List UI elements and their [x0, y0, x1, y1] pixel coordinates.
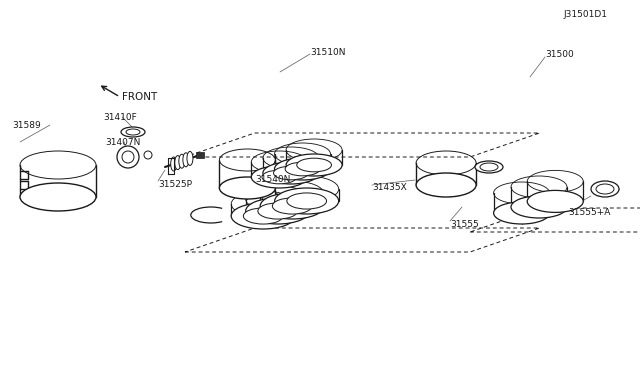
Ellipse shape — [262, 170, 297, 184]
Text: 31589: 31589 — [12, 121, 41, 129]
Ellipse shape — [260, 193, 324, 219]
Text: 31510N: 31510N — [310, 48, 346, 57]
Bar — [196, 152, 204, 158]
Text: 31525P: 31525P — [158, 180, 192, 189]
Ellipse shape — [275, 158, 330, 180]
Ellipse shape — [122, 151, 134, 163]
Text: 31500: 31500 — [545, 49, 573, 58]
Ellipse shape — [220, 177, 275, 199]
Ellipse shape — [263, 162, 319, 184]
Text: 31435X: 31435X — [372, 183, 407, 192]
Ellipse shape — [286, 154, 342, 176]
Ellipse shape — [475, 161, 503, 173]
Text: 31410F: 31410F — [103, 112, 137, 122]
Ellipse shape — [144, 151, 152, 159]
Ellipse shape — [297, 158, 332, 172]
Text: 31540N: 31540N — [255, 174, 291, 183]
Ellipse shape — [179, 154, 185, 168]
Text: 31407N: 31407N — [105, 138, 140, 147]
Ellipse shape — [596, 184, 614, 194]
Ellipse shape — [591, 181, 619, 197]
Ellipse shape — [285, 162, 320, 176]
Ellipse shape — [275, 188, 339, 214]
Text: J31501D1: J31501D1 — [563, 10, 607, 19]
Ellipse shape — [287, 193, 326, 209]
Ellipse shape — [273, 166, 308, 180]
Text: 31555: 31555 — [450, 219, 479, 228]
Ellipse shape — [527, 190, 583, 212]
Ellipse shape — [416, 173, 476, 197]
Ellipse shape — [117, 146, 139, 168]
Ellipse shape — [121, 127, 145, 137]
Ellipse shape — [20, 183, 96, 211]
Text: FRONT: FRONT — [122, 92, 157, 102]
Ellipse shape — [480, 163, 498, 171]
Ellipse shape — [187, 151, 193, 166]
Ellipse shape — [258, 203, 298, 219]
Ellipse shape — [493, 202, 550, 224]
Ellipse shape — [183, 153, 189, 167]
Ellipse shape — [175, 155, 180, 170]
Ellipse shape — [231, 203, 295, 229]
Text: 31555+A: 31555+A — [568, 208, 611, 217]
Ellipse shape — [273, 198, 312, 214]
Ellipse shape — [243, 208, 283, 224]
Ellipse shape — [171, 157, 177, 171]
Ellipse shape — [252, 166, 307, 188]
Ellipse shape — [126, 129, 140, 135]
Ellipse shape — [511, 196, 567, 218]
Ellipse shape — [246, 198, 310, 224]
